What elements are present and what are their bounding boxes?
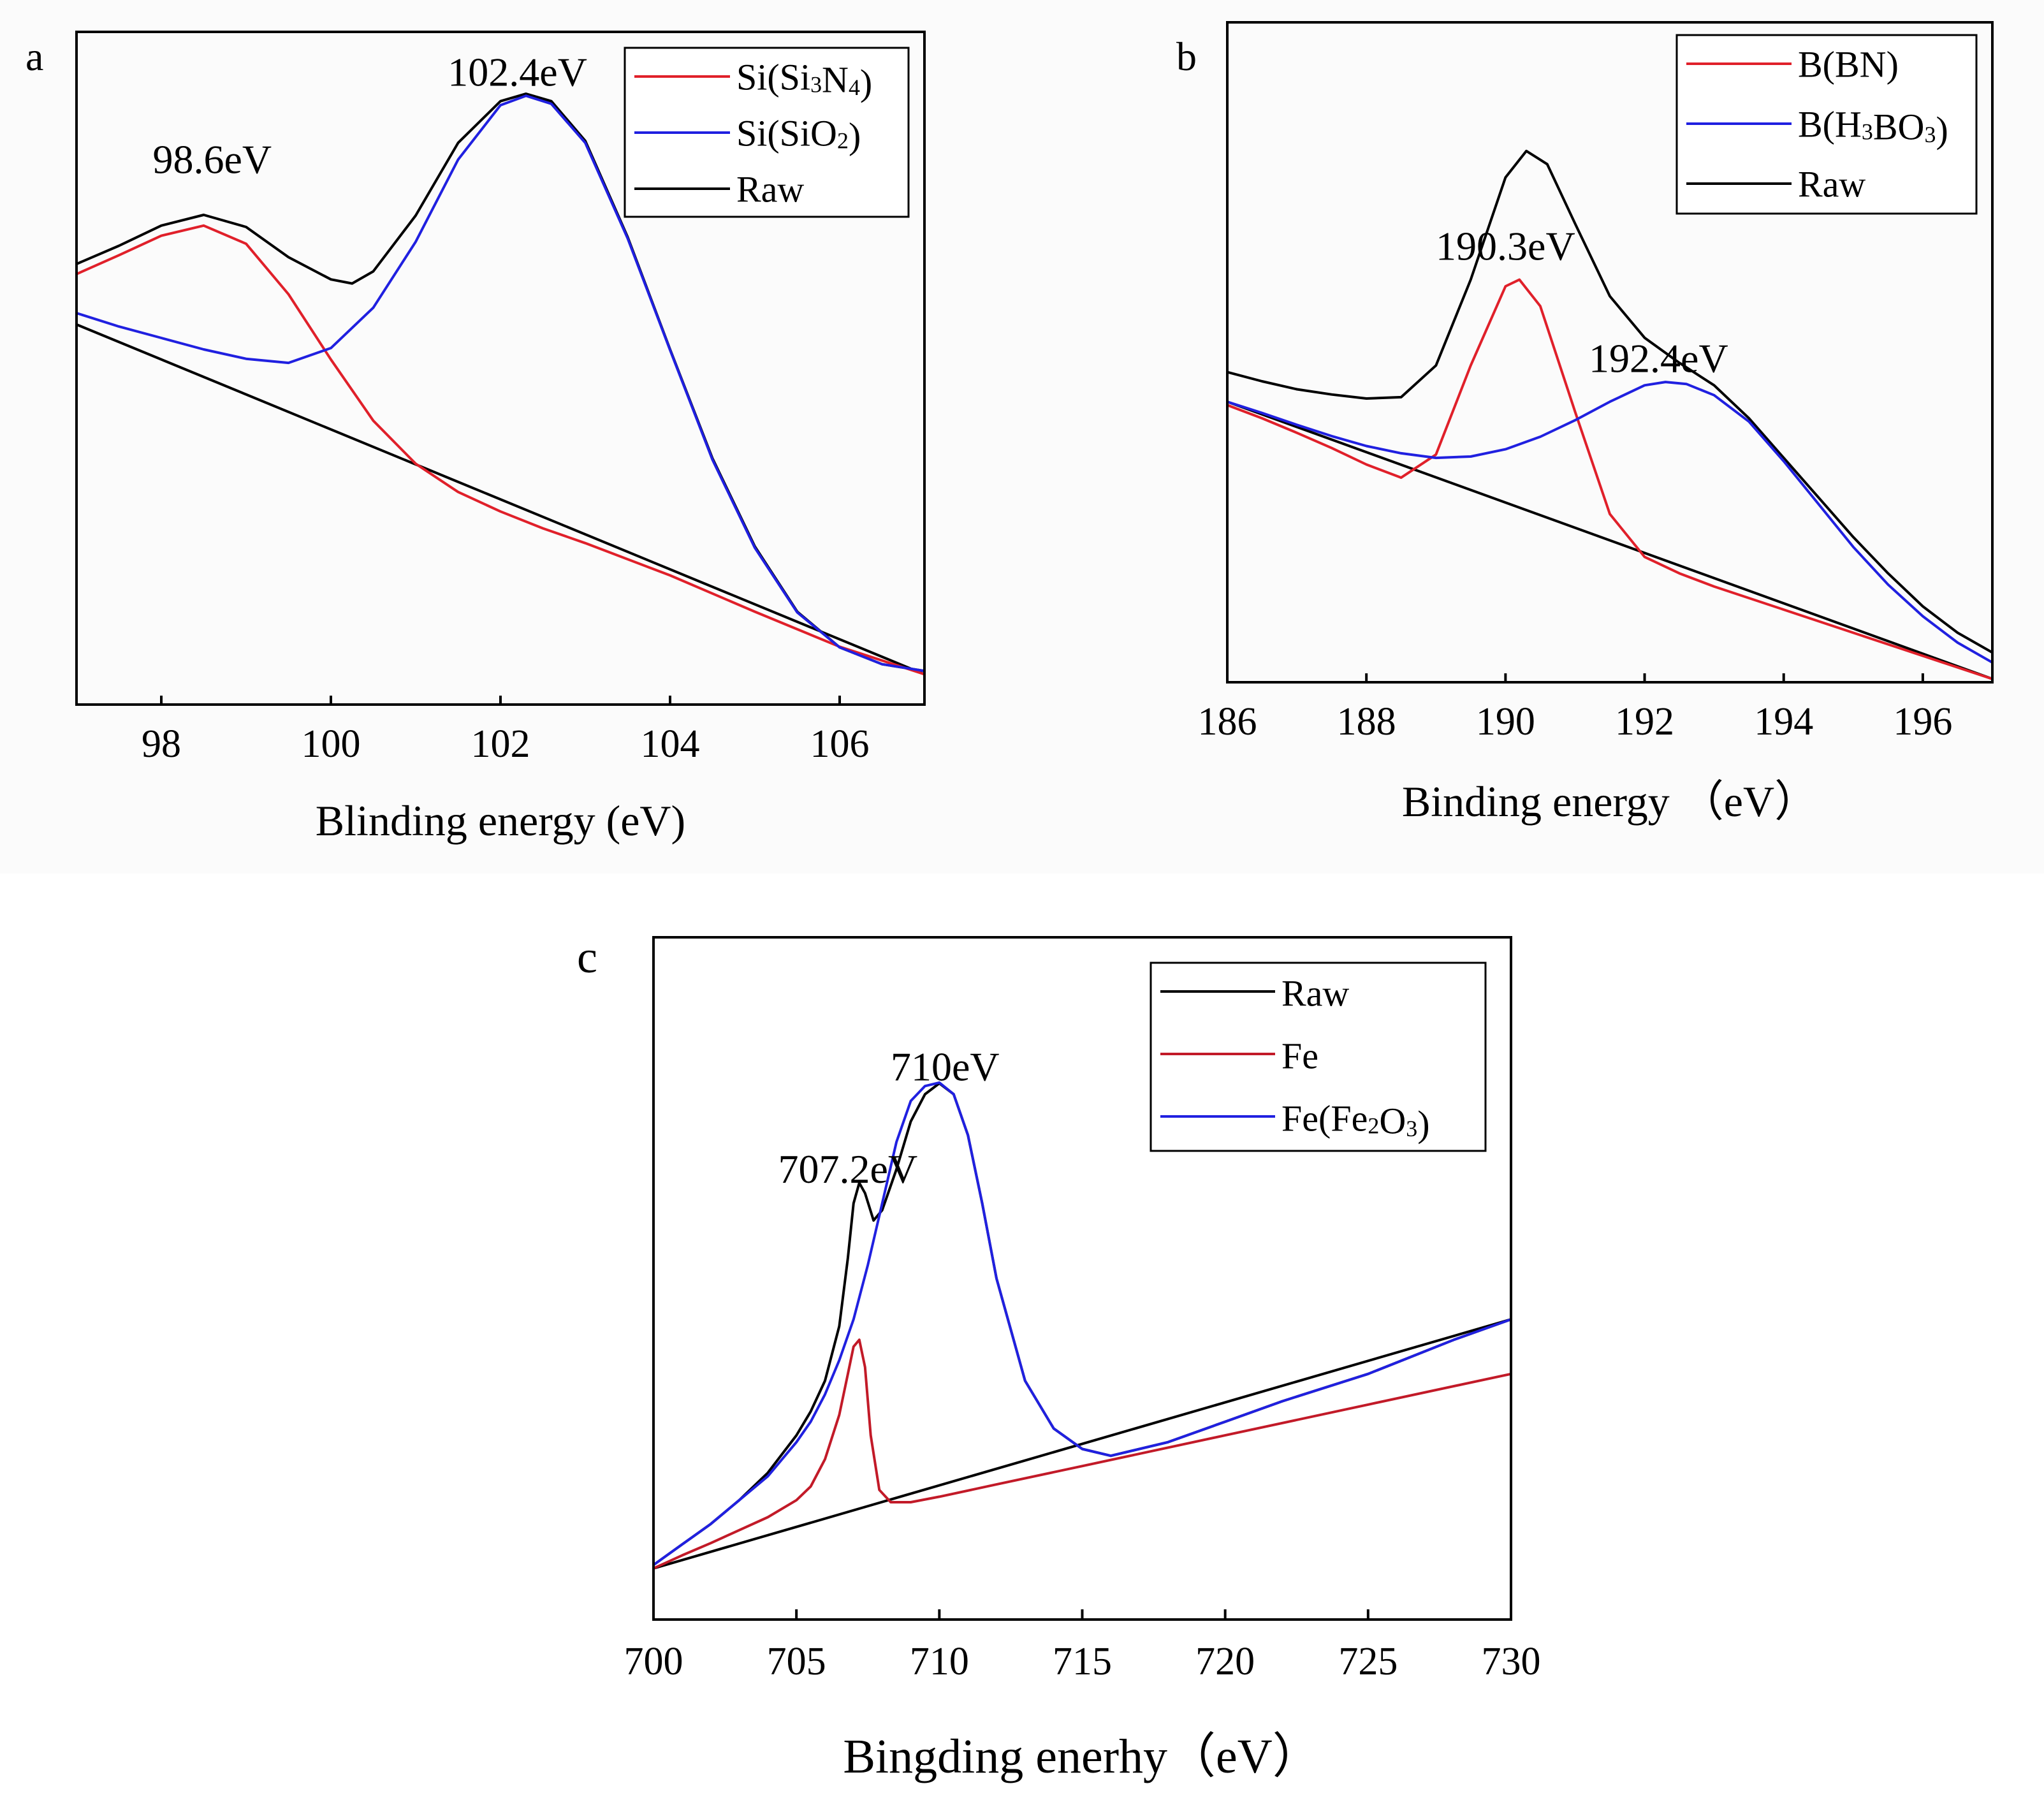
panel-c-curves xyxy=(653,1081,1511,1570)
panel-a-x-tick-label: 104 xyxy=(641,722,700,766)
panel-c-x-tick-label: 700 xyxy=(624,1640,683,1683)
panel-c-x-axis-title: Bingding enerhy（eV） xyxy=(843,1730,1320,1783)
panel-b: b 186 188 190 192 194 196 190.3eV 192.4eV B(BN… xyxy=(1176,21,1994,826)
panel-c-legend-label-fe-feo: Fe(Fe2O3) xyxy=(1281,1097,1430,1145)
panel-a-peak-label: 102.4eV xyxy=(448,49,587,94)
bottom-panel-background xyxy=(0,874,2044,1814)
panel-a-x-axis-title: Blinding energy (eV) xyxy=(316,796,685,845)
panel-c-x-tick-label: 710 xyxy=(910,1640,969,1683)
panel-c-legend: Raw Fe Fe(Fe2O3) xyxy=(1150,962,1487,1152)
panel-b-x-tick-label: 186 xyxy=(1198,700,1257,743)
panel-b-series-b-bn xyxy=(1227,278,1992,680)
panel-b-series-baseline xyxy=(1227,400,1992,680)
panel-c: c 700 705 710 715 720 725 730 707.2eV 710eV Raw… xyxy=(577,932,1541,1783)
panel-c-legend-label-fe: Fe xyxy=(1281,1035,1318,1076)
panel-c-axis-frame xyxy=(652,936,1512,1621)
panel-c-annotations: 707.2eV 710eV xyxy=(778,1044,1000,1192)
panel-c-x-tick-label: 725 xyxy=(1338,1640,1398,1683)
panel-c-x-tick-label: 730 xyxy=(1482,1640,1541,1683)
panel-c-x-tick-label: 705 xyxy=(767,1640,826,1683)
panel-c-x-tick-label: 715 xyxy=(1053,1640,1112,1683)
panel-a: a 98 100 102 104 106 98.6eV 102.4eV Si(Si3N4)… xyxy=(26,31,926,845)
panel-a-x-ticks: 98 100 102 104 106 xyxy=(142,696,870,766)
panel-a-legend-label-si-sin: Si(Si3N4) xyxy=(736,56,872,103)
panel-b-x-axis-title: Binding energy （eV） xyxy=(1402,777,1818,826)
panel-b-series-b-hbo xyxy=(1227,381,1992,664)
panel-c-x-tick-label: 720 xyxy=(1195,1640,1255,1683)
panel-a-x-tick-label: 100 xyxy=(302,722,361,766)
panel-a-legend-label-si-sio: Si(SiO2) xyxy=(736,112,861,156)
panel-a-legend-label-raw: Raw xyxy=(736,168,804,210)
panel-b-x-tick-label: 190 xyxy=(1476,700,1535,743)
panel-a-legend: Si(Si3N4) Si(SiO2) Raw xyxy=(624,47,910,218)
panel-b-x-tick-label: 196 xyxy=(1893,700,1952,743)
panel-b-x-tick-label: 192 xyxy=(1615,700,1674,743)
panel-a-annotations: 98.6eV 102.4eV xyxy=(152,49,587,182)
panel-c-peak-label: 707.2eV xyxy=(778,1146,918,1192)
panel-a-series-si-sin xyxy=(77,224,924,676)
panel-c-x-ticks: 700 705 710 715 720 725 730 xyxy=(624,1609,1541,1683)
panel-a-peak-label: 98.6eV xyxy=(152,137,272,182)
panel-c-series-fe xyxy=(653,1338,1511,1570)
panel-b-legend: B(BN) B(H3BO3) Raw xyxy=(1675,34,1978,215)
panel-b-x-tick-label: 188 xyxy=(1337,700,1396,743)
panel-b-x-ticks: 186 188 190 192 194 196 xyxy=(1198,673,1952,743)
panel-c-letter: c xyxy=(577,932,597,983)
panel-a-letter: a xyxy=(26,34,43,79)
panel-b-series-raw xyxy=(1227,149,1992,654)
panel-b-legend-label-b-hbo: B(H3BO3) xyxy=(1798,103,1948,150)
panel-b-peak-label: 190.3eV xyxy=(1436,224,1575,269)
panel-a-x-tick-label: 98 xyxy=(142,722,181,766)
panel-b-legend-label-raw: Raw xyxy=(1798,163,1865,205)
panel-b-x-tick-label: 194 xyxy=(1754,700,1813,743)
panel-a-series-si-sio xyxy=(77,94,924,673)
panel-b-curves xyxy=(1227,149,1992,680)
panel-a-axis-frame xyxy=(75,31,926,706)
panel-a-curves xyxy=(77,92,924,676)
panel-b-letter: b xyxy=(1176,34,1197,79)
panel-a-x-tick-label: 106 xyxy=(810,722,870,766)
panel-c-peak-label: 710eV xyxy=(891,1044,1000,1090)
panel-a-series-baseline xyxy=(77,323,924,676)
panel-c-legend-label-raw: Raw xyxy=(1281,972,1349,1014)
panel-a-x-tick-label: 102 xyxy=(471,722,530,766)
panel-c-series-baseline xyxy=(653,1318,1511,1570)
panel-b-axis-frame xyxy=(1226,21,1994,684)
panel-b-legend-label-b-bn: B(BN) xyxy=(1798,43,1899,85)
panel-c-legend-box xyxy=(1150,962,1487,1152)
panel-b-annotations: 190.3eV 192.4eV xyxy=(1436,224,1728,381)
panel-b-peak-label: 192.4eV xyxy=(1589,336,1728,381)
panel-c-series-fe-feo xyxy=(653,1081,1511,1567)
